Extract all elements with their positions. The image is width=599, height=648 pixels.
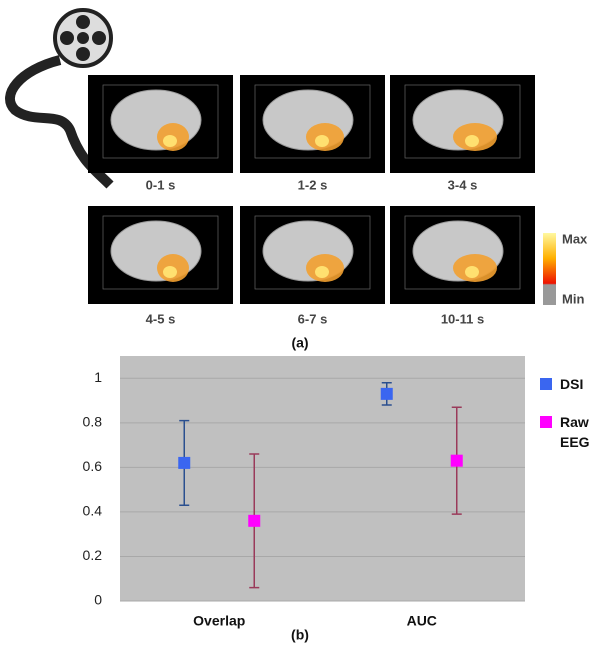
- y-tick-label: 0: [94, 592, 102, 608]
- brain-frame: [390, 75, 535, 173]
- frame-label: 3-4 s: [448, 177, 478, 192]
- frame-label: 1-2 s: [298, 177, 328, 192]
- marker: [178, 457, 190, 469]
- brain-frame: [240, 206, 385, 304]
- frame-label: 4-5 s: [146, 311, 176, 326]
- activation-core: [163, 135, 177, 147]
- activation-core: [163, 266, 177, 278]
- brain-frame: [390, 206, 535, 304]
- marker: [248, 515, 260, 527]
- y-tick-label: 0.8: [83, 414, 103, 430]
- x-tick-label: Overlap: [193, 613, 245, 629]
- brain-frame: [88, 75, 233, 173]
- plot-area: [120, 356, 525, 601]
- caption-a: (a): [291, 335, 308, 351]
- colorbar-min: Min: [562, 291, 584, 306]
- brain-frame: [240, 75, 385, 173]
- caption-b: (b): [291, 627, 309, 643]
- page: 0-1 s 1-2 s 3-4 s 4-5 s 6-7 s 10-11 s Max Min…: [0, 0, 599, 648]
- marker: [451, 455, 463, 467]
- legend-label: Raw EEG: [560, 412, 599, 452]
- legend-swatch: [540, 416, 552, 428]
- y-tick-label: 0.2: [83, 547, 103, 563]
- y-tick-label: 0.6: [83, 458, 103, 474]
- colorbar: [543, 233, 556, 305]
- legend-label: DSI: [560, 374, 599, 394]
- marker: [381, 388, 393, 400]
- frame-label: 6-7 s: [298, 311, 328, 326]
- y-tick-label: 1: [94, 369, 102, 385]
- activation-core: [315, 135, 329, 147]
- frame-label: 10-11 s: [441, 311, 484, 326]
- brain-frame: [88, 206, 233, 304]
- colorbar-max: Max: [562, 231, 588, 246]
- activation-core: [465, 266, 479, 278]
- activation-core: [465, 135, 479, 147]
- frame-label: 0-1 s: [146, 177, 176, 192]
- x-tick-label: AUC: [407, 613, 437, 629]
- figure: 0-1 s 1-2 s 3-4 s 4-5 s 6-7 s 10-11 s Max Min…: [0, 0, 599, 648]
- y-tick-label: 0.4: [83, 503, 103, 519]
- activation-core: [315, 266, 329, 278]
- legend-swatch: [540, 378, 552, 390]
